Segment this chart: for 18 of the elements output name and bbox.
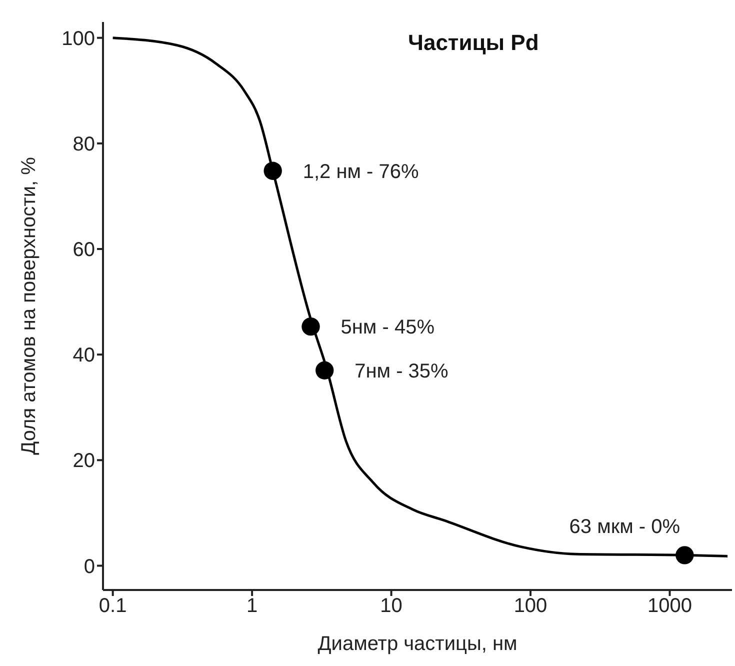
y-tick-label: 20 (72, 450, 95, 472)
x-axis-title: Диаметр частицы, нм (318, 633, 518, 655)
annotation: 1,2 нм - 76% (302, 160, 420, 183)
y-axis-title: Доля атомов на поверхности, % (18, 156, 40, 455)
x-tick-label: 100 (514, 595, 548, 618)
y-tick-label: 60 (72, 239, 95, 262)
y-tick-label: 100 (62, 28, 95, 50)
x-tick-label: 1000 (647, 595, 692, 618)
x-tick-label: 10 (380, 595, 402, 618)
y-tick-label: 0 (84, 556, 95, 578)
y-tick-label: 40 (72, 344, 95, 367)
x-tick-label: 1 (246, 595, 258, 618)
x-tick-label: 0.1 (98, 595, 127, 618)
annotation: 63 мкм - 0% (569, 516, 680, 538)
y-tick-label: 80 (72, 134, 95, 156)
annotation: 5нм - 45% (340, 316, 435, 339)
chart-title: Частицы Pd (408, 30, 539, 56)
annotation: 7нм - 35% (354, 360, 449, 382)
